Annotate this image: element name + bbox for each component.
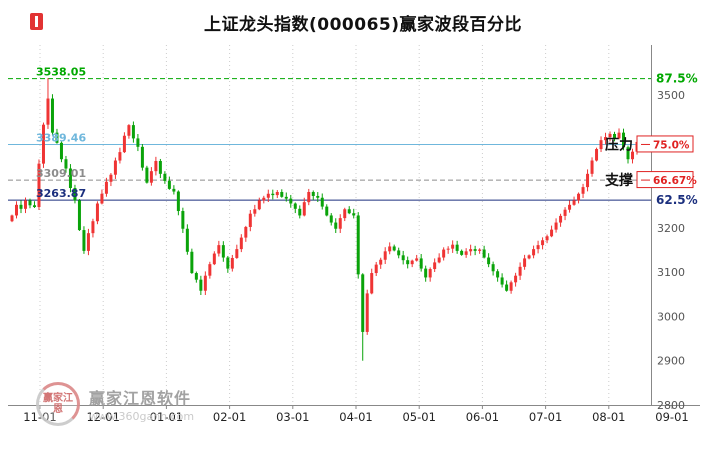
watermark-text: 赢家江恩软件 www.360gann.com: [89, 385, 194, 423]
app-logo-icon: [30, 13, 43, 30]
level-labels: 3538.05 87.5% 3389.46 压力 75.0% 3309.01 支撑 66.67…: [36, 66, 698, 207]
gann-ring-logo-icon: 赢家江恩: [36, 382, 80, 426]
y-tick-label: 3000: [657, 310, 685, 323]
x-tick-label: 04-01: [339, 410, 372, 424]
percent-box: [636, 135, 694, 153]
percent-label: 75.0%: [653, 139, 690, 151]
y-tick-label: 3200: [657, 222, 685, 235]
percent-label: 66.67%: [653, 175, 697, 187]
level-value-label: 3309.01: [36, 167, 86, 180]
candles: [10, 78, 648, 361]
level-value-label: 3263.87: [36, 187, 86, 200]
y-tick-label: 2800: [657, 399, 685, 412]
level-tag-label: 压力: [605, 136, 633, 153]
percent-label: 62.5%: [656, 193, 698, 207]
level-tag-label: 支撑: [604, 172, 633, 189]
x-tick-label: 08-01: [592, 410, 625, 424]
x-tick-label: 01-01: [150, 410, 183, 424]
watermark-logo-text: 赢家江恩: [43, 392, 73, 416]
percent-label: 87.5%: [656, 72, 698, 86]
x-axis-labels: 11-01 12-01 01-01 02-01 03-01 04-01 05-01 06-01…: [23, 405, 689, 424]
level-value-label: 3389.46: [36, 131, 86, 144]
x-tick-label: 05-01: [402, 410, 435, 424]
y-tick-label: 3500: [657, 89, 685, 102]
x-tick-label: 02-01: [213, 410, 246, 424]
x-tick-label: 12-01: [86, 410, 119, 424]
level-lines: [8, 78, 651, 201]
y-tick-label: 3100: [657, 266, 685, 279]
y-tick-label: 2900: [657, 355, 685, 368]
x-tick-label: 06-01: [466, 410, 499, 424]
chart-title: 上证龙头指数(000065)赢家波段百分比: [203, 15, 522, 35]
x-tick-label: 07-01: [529, 410, 562, 424]
x-tick-label: 09-01: [655, 410, 688, 424]
watermark: 赢家江恩 赢家江恩软件 www.360gann.com: [36, 382, 194, 426]
watermark-url: www.360gann.com: [89, 410, 195, 423]
watermark-brand-text: 赢家江恩软件: [89, 389, 192, 408]
x-tick-label: 03-01: [276, 410, 309, 424]
percent-box: [636, 171, 694, 189]
level-value-label: 3538.05: [36, 66, 86, 79]
gridlines: [39, 45, 610, 405]
